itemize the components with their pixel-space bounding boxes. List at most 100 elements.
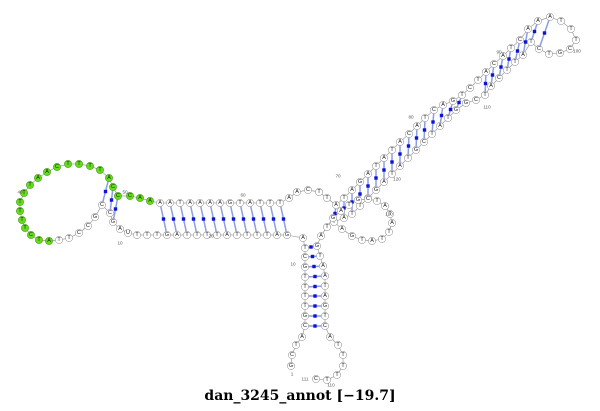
backbone-link xyxy=(300,190,305,192)
backbone-link xyxy=(143,198,147,201)
nucleotide-letter: T xyxy=(325,377,329,383)
nucleotide xyxy=(372,162,380,170)
basepair-dot xyxy=(312,264,316,269)
nucleotide-letter: T xyxy=(387,229,391,235)
nucleotide-highlighted xyxy=(114,192,122,200)
position-label: 110 xyxy=(327,383,335,388)
nucleotide-letter: T xyxy=(255,232,259,238)
basepair-dot xyxy=(313,324,317,328)
basepair-dot xyxy=(313,284,317,289)
nucleotide xyxy=(462,99,470,107)
nucleotide xyxy=(186,199,194,207)
basepair-dot xyxy=(310,254,315,259)
backbone-link xyxy=(501,72,505,76)
nucleotide-letter: T xyxy=(430,131,434,137)
nucleotide-letter: T xyxy=(423,115,427,121)
nucleotide-letter: T xyxy=(509,45,513,51)
nucleotide xyxy=(55,236,63,244)
backbone-link xyxy=(81,227,86,232)
nucleotide-letter: T xyxy=(135,232,139,238)
nucleotide xyxy=(301,302,309,310)
nucleotide xyxy=(316,252,324,260)
nucleotide xyxy=(329,214,337,222)
backbone-link xyxy=(370,192,374,196)
nucleotide-letter: C xyxy=(128,193,132,199)
backbone-link xyxy=(478,96,483,99)
backbone-link xyxy=(320,259,323,263)
nucleotide-letter: A xyxy=(484,69,488,75)
nucleotide-letter: G xyxy=(451,98,455,104)
nucleotide xyxy=(439,101,447,109)
backbone-link xyxy=(384,234,387,237)
nucleotide xyxy=(386,210,394,218)
backbone-link xyxy=(318,239,320,243)
position-label: 10 xyxy=(117,241,123,246)
nucleotide-letter: T xyxy=(513,59,517,65)
backbone-link xyxy=(517,57,521,60)
nucleotide-highlighted xyxy=(34,174,42,182)
basepair-dot xyxy=(374,176,378,180)
nucleotide xyxy=(323,223,331,231)
nucleotide-letter: G xyxy=(350,233,354,239)
nucleotide-letter: T xyxy=(205,232,209,238)
position-label: 10 xyxy=(290,262,296,267)
backbone-link xyxy=(338,368,342,373)
backbone-link xyxy=(379,202,383,205)
backbone-link xyxy=(493,80,497,84)
nucleotide-letter: A xyxy=(536,18,540,24)
nucleotide-highlighted xyxy=(26,181,34,189)
nucleotide-highlighted xyxy=(35,236,43,244)
basepair-dot xyxy=(439,113,444,118)
backbone-link xyxy=(104,207,108,211)
backbone-link xyxy=(337,219,341,221)
nucleotide xyxy=(519,51,527,59)
nucleotide xyxy=(143,231,151,239)
nucleotide-letter: A xyxy=(168,200,172,206)
backbone-link xyxy=(402,160,406,164)
nucleotide xyxy=(340,194,348,202)
backbone-link xyxy=(33,236,37,239)
nucleotide-letter: C xyxy=(290,352,294,358)
nucleotide xyxy=(388,219,396,227)
nucleotide xyxy=(428,130,436,138)
nucleotide-letter: T xyxy=(88,163,92,169)
nucleotide-letter: T xyxy=(446,115,450,121)
nucleotide xyxy=(276,199,284,207)
nucleotide xyxy=(298,333,306,341)
nucleotide-letter: T xyxy=(388,211,392,217)
nucleotide-letter: T xyxy=(336,342,340,348)
nucleotide-letter: C xyxy=(306,187,310,193)
nucleotide xyxy=(381,202,389,210)
nucleotide-letter: A xyxy=(415,123,419,129)
nucleotide xyxy=(256,199,264,207)
basepair-dot xyxy=(313,314,317,318)
backbone-link xyxy=(386,152,390,156)
basepair-dot xyxy=(231,217,236,221)
nucleotide xyxy=(507,44,515,52)
nucleotide-highlighted xyxy=(96,166,104,174)
nucleotide-highlighted xyxy=(146,197,154,205)
nucleotide-letter: T xyxy=(529,39,533,45)
nucleotide-letter: T xyxy=(238,200,242,206)
nucleotide xyxy=(364,170,372,178)
nucleotide xyxy=(490,60,498,68)
backbone-link xyxy=(282,199,287,202)
nucleotide xyxy=(348,186,356,194)
nucleotide xyxy=(356,178,364,186)
nucleotide-letter: T xyxy=(303,293,307,299)
backbone-link xyxy=(335,213,339,216)
backbone-link xyxy=(354,184,358,188)
basepair-dot xyxy=(431,120,435,124)
nucleotide xyxy=(348,232,356,240)
basepair-dot xyxy=(211,217,216,221)
nucleotide-letter: T xyxy=(406,155,410,161)
nucleotide xyxy=(430,106,438,114)
nucleotide-letter: T xyxy=(18,208,22,214)
backbone-link xyxy=(110,181,112,184)
basepair-dot xyxy=(221,217,226,221)
nucleotide-letter: A xyxy=(350,187,354,193)
nucleotide xyxy=(449,97,457,105)
nucleotide xyxy=(193,231,201,239)
basepair-dot xyxy=(507,57,511,61)
nucleotide xyxy=(535,45,543,53)
